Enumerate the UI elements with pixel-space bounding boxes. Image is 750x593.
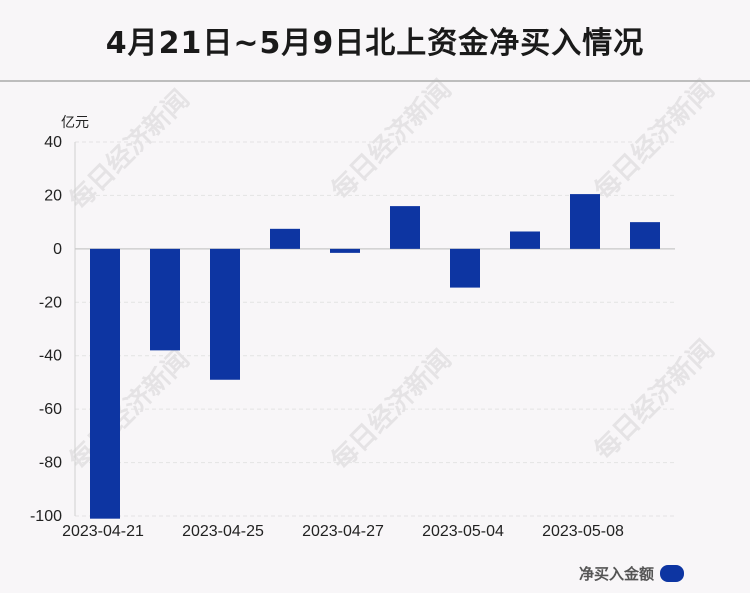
y-tick-label: -100 [30,508,62,525]
y-tick-label: -80 [39,455,62,472]
x-tick-labels: 2023-04-21 2023-04-25 2023-04-27 2023-05-04… [62,523,624,540]
x-tick-label: 2023-05-04 [422,523,504,540]
y-tick-label: 0 [53,241,62,258]
y-axis-unit-label: 亿元 [61,115,89,131]
x-tick-label: 2023-04-27 [302,523,384,540]
y-tick-labels: 40 20 0 -20 -40 -60 -80 -100 [30,134,62,525]
title-divider [0,80,750,82]
bar-2023-04-28 [390,206,420,249]
bars [90,194,660,519]
legend-swatch [660,565,684,582]
y-tick-label: -60 [39,401,62,418]
x-tick-label: 2023-04-25 [182,523,264,540]
y-tick-label: -20 [39,294,62,311]
y-tick-label: 40 [44,134,62,151]
chart-title: 4月21日~5月9日北上资金净买入情况 [105,26,645,61]
bar-2023-04-26 [270,228,300,249]
bar-2023-04-25 [210,248,240,380]
bar-2023-04-27 [330,248,360,253]
legend: 净买入金额 [579,563,684,584]
bar-2023-05-04 [450,248,480,288]
legend-label: 净买入金额 [578,565,654,583]
bar-2023-04-21 [90,248,120,519]
title-bar: 4月21日~5月9日北上资金净买入情况 [0,0,750,80]
bar-2023-05-05 [510,231,540,249]
y-tick-label: 20 [44,187,62,204]
bar-2023-05-09 [630,222,660,249]
bar-2023-04-24 [150,248,180,351]
y-tick-label: -40 [39,348,62,365]
x-tick-label: 2023-04-21 [62,523,144,540]
bar-2023-05-08 [570,194,600,249]
x-tick-label: 2023-05-08 [542,523,624,540]
